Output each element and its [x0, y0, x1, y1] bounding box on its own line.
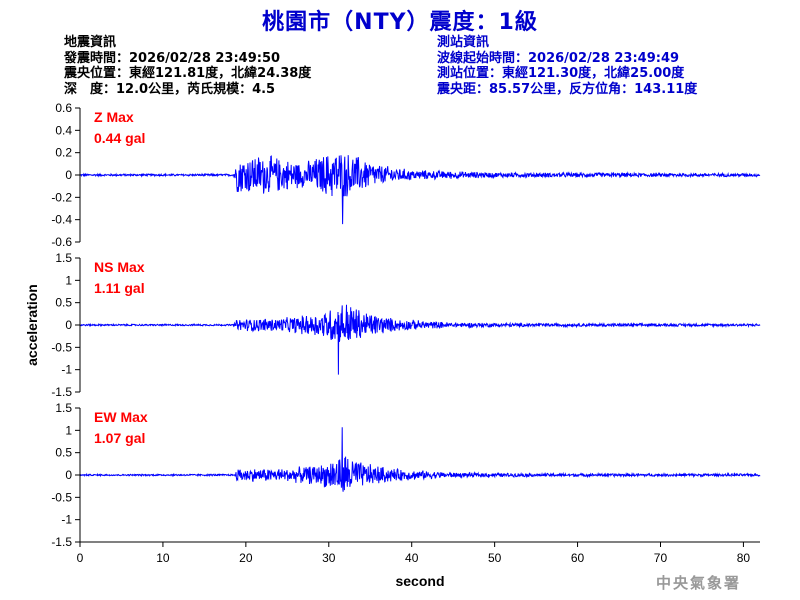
waveform-ew [79, 427, 761, 492]
x-tick-label: 0 [77, 551, 84, 565]
max-label-ns: NS Max [94, 259, 145, 275]
y-tick-label-ew: -1.5 [51, 535, 72, 549]
y-tick-label-ns: 1 [65, 273, 72, 287]
x-tick-label: 80 [737, 551, 751, 565]
x-tick-label: 10 [156, 551, 170, 565]
y-tick-label-ew: 1.5 [55, 401, 72, 415]
x-tick-label: 30 [322, 551, 336, 565]
y-tick-label-ew: -0.5 [51, 490, 72, 504]
quake-info-heading: 地震資訊 [64, 35, 117, 50]
y-tick-label-ns: -1.5 [51, 385, 72, 399]
station-location: 測站位置：東經121.30度，北緯25.00度 [437, 66, 685, 81]
y-tick-label-z: 0 [65, 168, 72, 182]
y-tick-label-ew: 0.5 [55, 446, 72, 460]
x-tick-label: 70 [654, 551, 668, 565]
y-axis-label: acceleration [24, 284, 40, 366]
quake-depth-magnitude: 深 度：12.0公里，芮氏規模：4.5 [64, 81, 276, 97]
y-tick-label-z: -0.4 [51, 213, 72, 227]
y-tick-label-z: 0.4 [55, 123, 72, 137]
waveform-z [80, 155, 761, 225]
max-value-ns: 1.11 gal [94, 280, 145, 296]
quake-info-panel: 地震資訊 發震時間：2026/02/28 23:49:50 震央位置：東經121… [64, 35, 311, 97]
max-label-z: Z Max [94, 109, 134, 125]
x-tick-label: 60 [571, 551, 585, 565]
agency-watermark: 中央氣象署 [656, 574, 742, 592]
y-tick-label-ns: 0.5 [55, 296, 72, 310]
waveform-ns [79, 304, 761, 375]
y-tick-label-ns: 1.5 [55, 251, 72, 265]
y-tick-label-ns: -1 [61, 363, 72, 377]
x-tick-label: 50 [488, 551, 502, 565]
station-wave-start: 波線起始時間：2026/02/28 23:49:49 [437, 50, 680, 66]
x-axis-label: second [395, 573, 444, 589]
y-tick-label-ew: -1 [61, 513, 72, 527]
chart-title: 桃園市（NTY）震度：1級 [262, 10, 538, 35]
x-tick-label: 20 [239, 551, 253, 565]
station-distance: 震央距：85.57公里，反方位角：143.11度 [437, 81, 698, 97]
y-tick-label-z: 0.6 [55, 101, 72, 115]
max-value-z: 0.44 gal [94, 130, 145, 146]
quake-origin-time: 發震時間：2026/02/28 23:49:50 [64, 50, 281, 66]
y-tick-label-ns: 0 [65, 318, 72, 332]
station-info-heading: 測站資訊 [437, 35, 490, 50]
x-tick-label: 40 [405, 551, 419, 565]
y-tick-label-z: -0.6 [51, 235, 72, 249]
quake-epicenter: 震央位置：東經121.81度，北緯24.38度 [64, 66, 312, 81]
max-label-ew: EW Max [94, 409, 148, 425]
y-tick-label-ew: 1 [65, 423, 72, 437]
y-tick-label-z: -0.2 [51, 190, 72, 204]
station-info-panel: 測站資訊 波線起始時間：2026/02/28 23:49:49 測站位置：東經1… [437, 35, 697, 97]
max-value-ew: 1.07 gal [94, 430, 145, 446]
y-tick-label-ew: 0 [65, 468, 72, 482]
y-tick-label-z: 0.2 [55, 146, 72, 160]
y-tick-label-ns: -0.5 [51, 340, 72, 354]
